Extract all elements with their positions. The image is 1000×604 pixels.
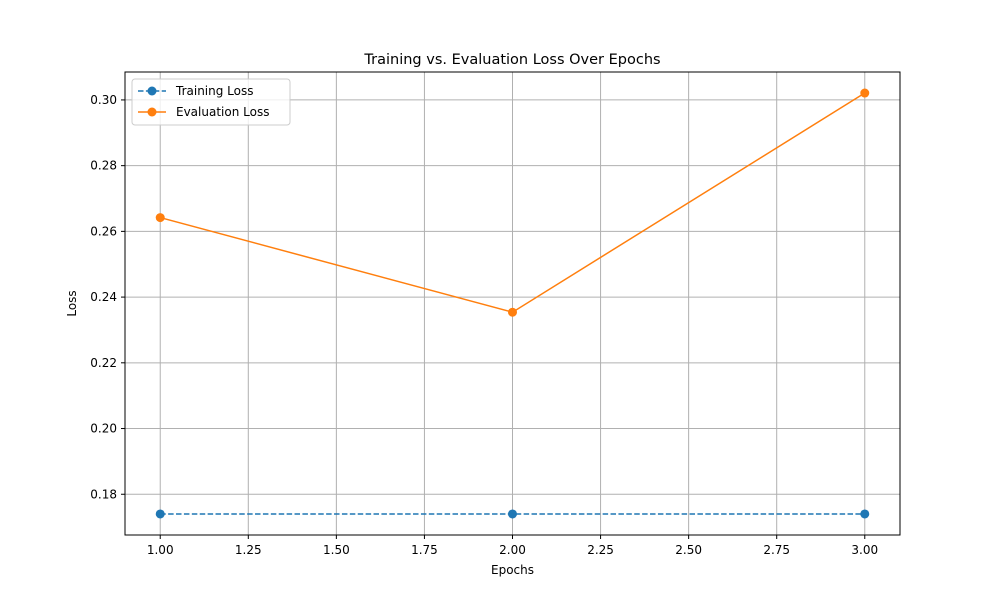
legend-label-training-loss: Training Loss [175,84,253,98]
x-tick-label: 2.00 [499,543,526,557]
data-point-training-loss [860,509,870,519]
chart-title: Training vs. Evaluation Loss Over Epochs [363,52,660,68]
x-tick-label: 2.75 [763,543,790,557]
x-tick-label: 1.50 [323,543,350,557]
y-tick-label: 0.26 [90,224,117,238]
x-tick-label: 2.25 [587,543,614,557]
y-tick-label: 0.30 [90,93,117,107]
legend: Training Loss Evaluation Loss [131,78,291,126]
y-tick-label: 0.22 [90,356,117,370]
x-tick-label: 2.50 [675,543,702,557]
data-point-training-loss [155,509,165,519]
x-tick-label: 1.00 [147,543,174,557]
y-axis-ticks: 0.18 0.20 0.22 0.24 0.26 0.28 0.30 [90,93,125,501]
data-point-evaluation-loss [860,88,870,98]
y-tick-label: 0.20 [90,422,117,436]
y-tick-label: 0.28 [90,159,117,173]
series-layer [155,88,870,519]
data-point-training-loss [508,509,517,519]
x-axis-ticks: 1.00 1.25 1.50 1.75 2.00 2.25 2.50 2.75 3.00 [147,535,878,557]
legend-marker-training-loss [147,86,157,96]
data-point-evaluation-loss [155,213,165,223]
x-tick-label: 1.25 [235,543,262,557]
legend-box [131,78,291,126]
y-tick-label: 0.24 [90,290,117,304]
data-point-evaluation-loss [508,307,517,317]
grid-lines [125,72,900,535]
x-tick-label: 3.00 [851,543,878,557]
x-axis-label: Epochs [491,563,534,577]
y-tick-label: 0.18 [90,487,117,501]
legend-marker-evaluation-loss [147,107,157,117]
y-axis-label: Loss [65,290,79,316]
x-tick-label: 1.75 [411,543,438,557]
legend-label-evaluation-loss: Evaluation Loss [176,105,269,119]
